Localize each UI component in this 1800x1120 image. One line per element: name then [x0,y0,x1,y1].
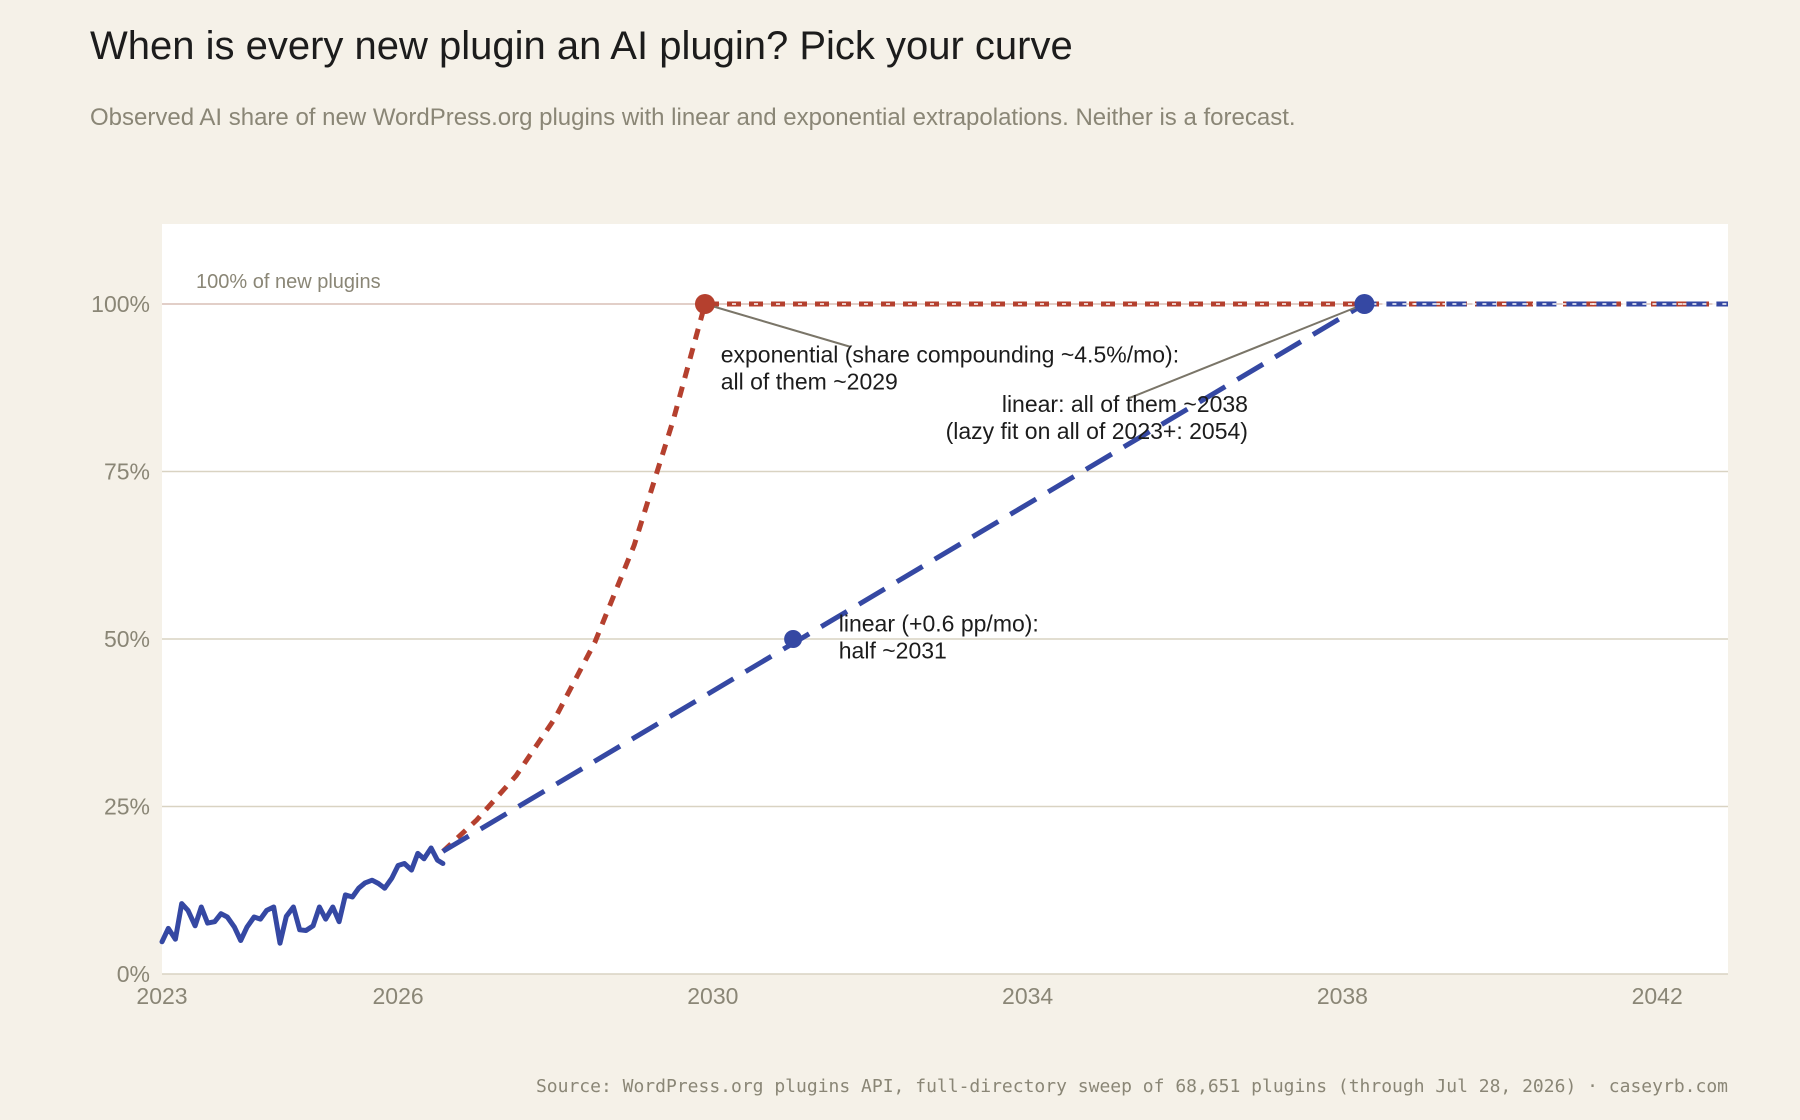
y-tick-label: 75% [104,459,150,485]
x-tick-label: 2034 [1002,983,1053,1009]
chart-title: When is every new plugin an AI plugin? P… [90,24,1073,68]
leader-line [704,303,851,348]
marker-lin-all [1354,294,1375,314]
annotation-line: (lazy fit on all of 2023+: 2054) [946,418,1248,444]
y-tick-label: 0% [117,961,150,987]
annotation-line: exponential (share compounding ~4.5%/mo)… [721,341,1179,367]
x-tick-label: 2038 [1317,983,1368,1009]
x-tick-label: 2026 [372,983,423,1009]
annotation-exponential-note: exponential (share compounding ~4.5%/mo)… [721,341,1179,394]
leader-line [1129,303,1365,399]
annotation-linear-half-note: linear (+0.6 pp/mo): half ~2031 [839,611,1039,664]
annotation-line: all of them ~2029 [721,368,898,394]
linear-line [441,301,1366,854]
y-tick-label: 100% [91,291,150,317]
x-tick-label: 2023 [136,983,187,1009]
annotation-line: linear: all of them ~2038 [1002,391,1248,417]
plot-area [162,224,1728,974]
annotation-line: half ~2031 [839,638,947,664]
y-tick-label: 25% [104,794,150,820]
x-tick-label: 2042 [1632,983,1683,1009]
chart-subtitle: Observed AI share of new WordPress.org p… [90,104,1296,131]
annotation-line: linear (+0.6 pp/mo): [839,611,1039,637]
observed-line [159,845,446,946]
source-note: Source: WordPress.org plugins API, full-… [535,1076,1728,1097]
marker-exp-all [694,294,715,314]
annotation-linear-all-note: linear: all of them ~2038 (lazy fit on al… [946,391,1248,444]
reference-line-label: 100% of new plugins [196,271,381,293]
x-tick-label: 2030 [687,983,738,1009]
marker-lin-half [784,630,803,648]
y-tick-label: 50% [104,626,150,652]
